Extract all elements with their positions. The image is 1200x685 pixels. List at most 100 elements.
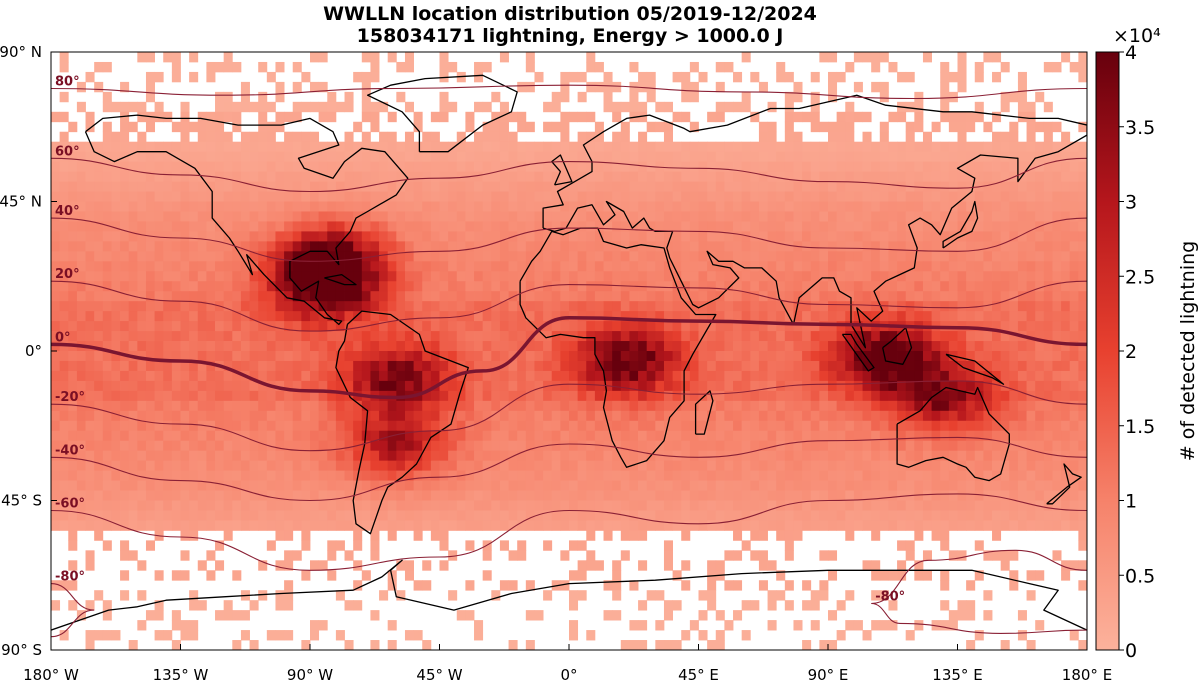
heatmap-cell [897, 71, 907, 83]
heatmap-cell [154, 241, 164, 252]
heatmap-cell [154, 321, 164, 332]
heatmap-cell [422, 231, 432, 242]
heatmap-cell [154, 281, 164, 292]
heatmap-cell [620, 500, 630, 511]
heatmap-cell [215, 450, 225, 462]
heatmap-cell [586, 151, 596, 163]
heatmap-cell [629, 380, 639, 392]
heatmap-cell [672, 470, 682, 481]
heatmap-cell [1017, 500, 1027, 511]
heatmap-cell [439, 181, 449, 192]
heatmap-cell [776, 351, 786, 362]
heatmap-cell [1000, 420, 1010, 432]
heatmap-cell [560, 141, 570, 153]
heatmap-cell [646, 301, 656, 312]
heatmap-cell [810, 231, 820, 242]
heatmap-cell [1061, 410, 1071, 422]
heatmap-cell [379, 211, 389, 222]
heatmap-cell [655, 331, 665, 342]
heatmap-cell [430, 390, 440, 402]
heatmap-cell [594, 191, 604, 202]
heatmap-cell [292, 111, 302, 123]
heatmap-cell [862, 241, 872, 252]
heatmap-cell [430, 460, 440, 471]
heatmap-cell [948, 460, 958, 471]
heatmap-cell [741, 351, 751, 362]
heatmap-cell [836, 470, 846, 481]
heatmap-cell [180, 480, 190, 491]
heatmap-cell [534, 141, 544, 153]
heatmap-cell [620, 450, 630, 462]
heatmap-cell [327, 91, 337, 103]
heatmap-cell [379, 161, 389, 172]
heatmap-cell [612, 480, 622, 491]
heatmap-cell [905, 291, 915, 302]
heatmap-cell [344, 191, 354, 202]
heatmap-cell [508, 281, 518, 292]
heatmap-cell [232, 211, 242, 222]
heatmap-cell [871, 351, 881, 362]
heatmap-cell [612, 331, 622, 342]
heatmap-cell [663, 440, 673, 452]
heatmap-cell [404, 281, 414, 292]
heatmap-cell [724, 351, 734, 362]
heatmap-cell [577, 221, 587, 232]
heatmap-cell [327, 231, 337, 242]
heatmap-cell [482, 410, 492, 422]
heatmap-cell [1078, 251, 1087, 262]
heatmap-cell [983, 191, 993, 202]
heatmap-cell [948, 211, 958, 222]
heatmap-cell [482, 141, 492, 153]
heatmap-cell [1069, 251, 1079, 262]
heatmap-cell [499, 500, 509, 511]
heatmap-cell [327, 161, 337, 172]
heatmap-cell [758, 500, 768, 511]
heatmap-cell [1035, 121, 1045, 133]
heatmap-cell [698, 271, 708, 282]
heatmap-cell [983, 171, 993, 182]
heatmap-cell [871, 341, 881, 352]
heatmap-cell [68, 500, 78, 511]
heatmap-cell [1052, 181, 1062, 192]
heatmap-cell [404, 490, 414, 501]
heatmap-cell [620, 341, 630, 352]
heatmap-cell [569, 221, 579, 232]
heatmap-cell [793, 161, 803, 172]
heatmap-cell [638, 181, 648, 192]
heatmap-cell [197, 341, 207, 352]
heatmap-cell [120, 390, 130, 402]
heatmap-cell [577, 460, 587, 471]
heatmap-cell [310, 301, 320, 312]
heatmap-cell [948, 311, 958, 322]
heatmap-cell [517, 221, 527, 232]
heatmap-cell [551, 351, 561, 362]
heatmap-cell [387, 331, 397, 342]
heatmap-cell [396, 61, 406, 73]
heatmap-cell [612, 151, 622, 163]
heatmap-cell [327, 241, 337, 252]
heatmap-cell [560, 500, 570, 511]
heatmap-cell [396, 191, 406, 202]
heatmap-cell [646, 171, 656, 182]
heatmap-cell [171, 430, 181, 442]
heatmap-cell [232, 480, 242, 491]
heatmap-cell [215, 430, 225, 442]
heatmap-cell [206, 311, 216, 322]
heatmap-cell [741, 430, 751, 442]
heatmap-cell [1061, 261, 1071, 272]
heatmap-cell [888, 331, 898, 342]
heatmap-cell [85, 490, 95, 501]
heatmap-cell [310, 231, 320, 242]
heatmap-cell [672, 301, 682, 312]
heatmap-cell [111, 341, 121, 352]
heatmap-cell [758, 390, 768, 402]
heatmap-cell [897, 390, 907, 402]
heatmap-cell [361, 251, 371, 262]
heatmap-cell [620, 430, 630, 442]
heatmap-cell [68, 470, 78, 481]
heatmap-cell [733, 201, 743, 212]
heatmap-cell [284, 291, 294, 302]
heatmap-cell [914, 331, 924, 342]
heatmap-cell [223, 311, 233, 322]
heatmap-cell [741, 201, 751, 212]
